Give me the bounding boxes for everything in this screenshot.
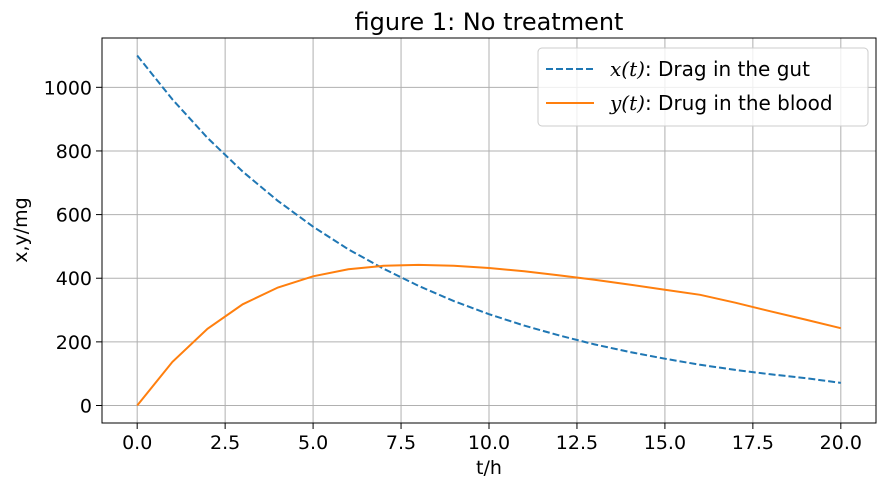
series-line-x-gut — [136, 54, 841, 384]
x-tick-label: 10.0 — [468, 432, 510, 454]
legend-label: y(t): Drug in the blood — [609, 91, 833, 115]
y-tick-label: 200 — [56, 332, 92, 354]
x-tick-label: 7.5 — [386, 432, 416, 454]
series-group — [136, 54, 842, 407]
y-tick-label: 0 — [80, 396, 92, 418]
legend-label: x(t): Drag in the gut — [610, 57, 810, 81]
x-tick-label: 5.0 — [298, 432, 328, 454]
chart-title: figure 1: No treatment — [355, 8, 624, 36]
y-tick-label: 1000 — [44, 77, 92, 99]
x-tick-label: 2.5 — [210, 432, 240, 454]
y-axis-label: x,y/mg — [10, 197, 32, 263]
x-tick-label: 17.5 — [732, 432, 774, 454]
legend: x(t): Drag in the gut y(t): Drug in the b… — [537, 47, 869, 127]
y-tick-label: 800 — [56, 141, 92, 163]
x-axis-label: t/h — [476, 457, 502, 479]
x-tick-label: 20.0 — [820, 432, 862, 454]
x-tick-label: 0.0 — [122, 432, 152, 454]
y-tick-label: 600 — [56, 205, 92, 227]
series-line-y-blood — [136, 263, 842, 407]
y-tick-label: 400 — [56, 268, 92, 290]
x-tick-label: 15.0 — [644, 432, 686, 454]
y-ticks: 0 200 400 600 800 1000 — [44, 77, 102, 418]
legend-box — [537, 47, 869, 127]
x-tick-label: 12.5 — [556, 432, 598, 454]
x-ticks: 0.0 2.5 5.0 7.5 10.0 12.5 15.0 17.5 20.0 — [122, 423, 862, 454]
